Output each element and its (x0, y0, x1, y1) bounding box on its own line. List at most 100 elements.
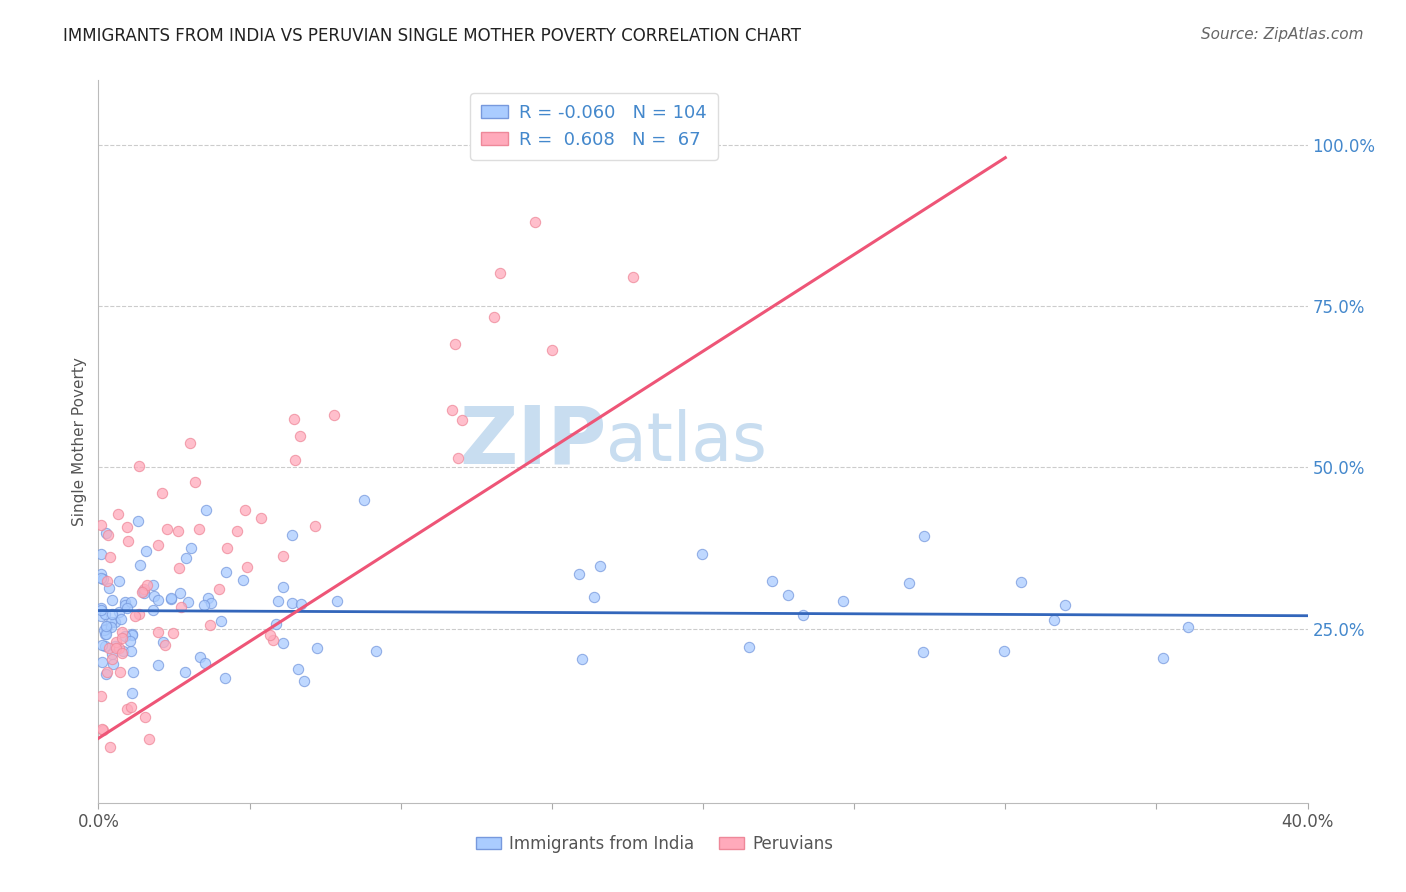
Point (143, 589, 166, 603)
Point (117, 533, 139, 548)
Point (287, 662, 309, 676)
Point (187, 522, 209, 536)
Point (225, 524, 247, 539)
Point (110, 612, 132, 626)
Point (353, 492, 375, 507)
Point (101, 647, 124, 661)
Point (443, 337, 465, 351)
Point (110, 665, 132, 679)
Point (91, 572, 114, 586)
Point (441, 402, 464, 417)
Point (148, 593, 170, 607)
Point (832, 594, 855, 608)
Point (912, 529, 935, 543)
Point (104, 615, 127, 629)
Point (90, 518, 112, 533)
Point (267, 594, 290, 608)
Point (447, 450, 470, 465)
Point (108, 606, 131, 620)
Point (304, 518, 326, 533)
Point (105, 634, 128, 648)
Point (90, 547, 112, 561)
Point (111, 631, 134, 645)
Point (1011, 574, 1033, 589)
Point (792, 607, 814, 622)
Point (121, 644, 143, 658)
Point (93, 623, 115, 637)
Point (98, 740, 121, 755)
Point (160, 592, 183, 607)
Point (101, 652, 124, 666)
Point (169, 586, 191, 600)
Point (97, 527, 120, 541)
Point (142, 578, 165, 592)
Point (1152, 651, 1174, 665)
Point (1054, 598, 1077, 612)
Point (120, 595, 142, 609)
Point (250, 511, 273, 525)
Point (150, 486, 173, 500)
Point (197, 591, 219, 605)
Point (134, 582, 156, 597)
Text: Source: ZipAtlas.com: Source: ZipAtlas.com (1201, 27, 1364, 42)
Point (200, 596, 222, 610)
Point (489, 266, 512, 280)
Point (283, 412, 305, 426)
Point (208, 582, 231, 597)
Point (288, 429, 311, 443)
Point (115, 601, 138, 615)
Point (100, 593, 122, 607)
Point (101, 657, 124, 672)
Point (90, 603, 112, 617)
Point (266, 617, 288, 632)
Point (131, 584, 153, 599)
Point (214, 671, 236, 685)
Point (100, 615, 122, 630)
Point (128, 607, 150, 622)
Point (290, 597, 312, 611)
Y-axis label: Single Mother Poverty: Single Mother Poverty (72, 357, 87, 526)
Point (690, 547, 713, 561)
Point (91, 722, 114, 736)
Point (193, 598, 215, 612)
Point (121, 686, 143, 700)
Point (90, 638, 112, 652)
Text: IMMIGRANTS FROM INDIA VS PERUVIAN SINGLE MOTHER POVERTY CORRELATION CHART: IMMIGRANTS FROM INDIA VS PERUVIAN SINGLE… (63, 27, 801, 45)
Point (898, 576, 921, 591)
Point (582, 591, 605, 605)
Point (104, 639, 127, 653)
Point (121, 627, 143, 641)
Point (98, 641, 121, 656)
Point (146, 538, 169, 552)
Point (114, 599, 136, 613)
Text: ZIP: ZIP (458, 402, 606, 481)
Point (283, 452, 305, 467)
Point (911, 645, 934, 659)
Point (198, 618, 221, 632)
Point (134, 583, 156, 598)
Point (292, 673, 315, 688)
Point (188, 650, 211, 665)
Text: atlas: atlas (606, 409, 768, 475)
Point (90, 608, 112, 623)
Point (262, 633, 284, 648)
Point (135, 543, 157, 558)
Point (326, 594, 349, 608)
Point (167, 560, 190, 574)
Point (159, 591, 181, 606)
Point (148, 657, 170, 672)
Point (271, 549, 294, 563)
Point (96, 665, 118, 679)
Point (94, 666, 117, 681)
Point (209, 614, 232, 628)
Point (129, 558, 152, 572)
Point (523, 215, 546, 229)
Point (114, 595, 136, 609)
Point (167, 524, 190, 538)
Point (132, 584, 155, 599)
Point (259, 628, 281, 642)
Point (451, 412, 474, 426)
Point (96, 619, 118, 633)
Point (108, 641, 131, 656)
Point (281, 528, 304, 542)
